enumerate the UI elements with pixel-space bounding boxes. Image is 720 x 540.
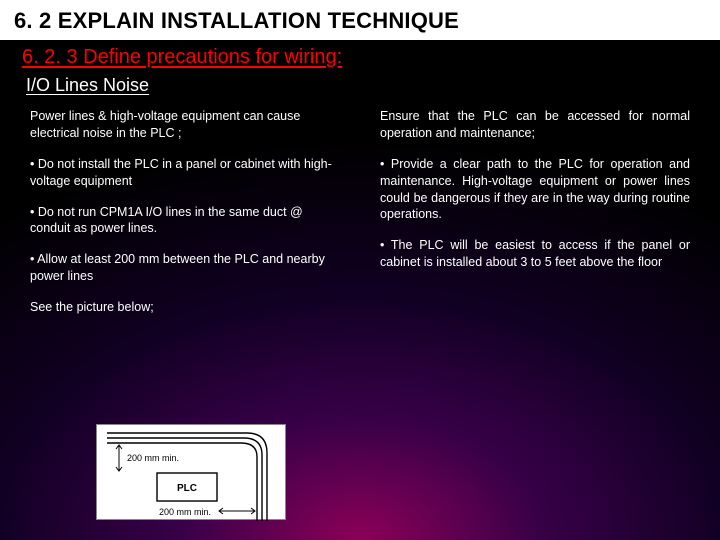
content-columns: Power lines & high-voltage equipment can… (0, 98, 720, 330)
plc-clearance-diagram: 200 mm min. PLC 200 mm min. (96, 424, 286, 520)
right-intro: Ensure that the PLC can be accessed for … (380, 108, 690, 142)
left-column: Power lines & high-voltage equipment can… (30, 108, 340, 330)
right-column: Ensure that the PLC can be accessed for … (380, 108, 690, 330)
gap-bottom-label: 200 mm min. (159, 507, 211, 517)
left-bullet-1: • Do not install the PLC in a panel or c… (30, 156, 340, 190)
right-bullet-2: • The PLC will be easiest to access if t… (380, 237, 690, 271)
left-intro: Power lines & high-voltage equipment can… (30, 108, 340, 142)
left-bullet-2: • Do not run CPM1A I/O lines in the same… (30, 204, 340, 238)
gap-top-label: 200 mm min. (127, 453, 179, 463)
subtitle: 6. 2. 3 Define precautions for wiring: (0, 40, 720, 71)
left-bullet-3: • Allow at least 200 mm between the PLC … (30, 251, 340, 285)
page-title: 6. 2 EXPLAIN INSTALLATION TECHNIQUE (14, 8, 706, 34)
title-bar: 6. 2 EXPLAIN INSTALLATION TECHNIQUE (0, 0, 720, 40)
right-bullet-1: • Provide a clear path to the PLC for op… (380, 156, 690, 224)
section-heading: I/O Lines Noise (0, 71, 720, 98)
plc-label: PLC (177, 483, 197, 494)
left-footer: See the picture below; (30, 299, 340, 316)
